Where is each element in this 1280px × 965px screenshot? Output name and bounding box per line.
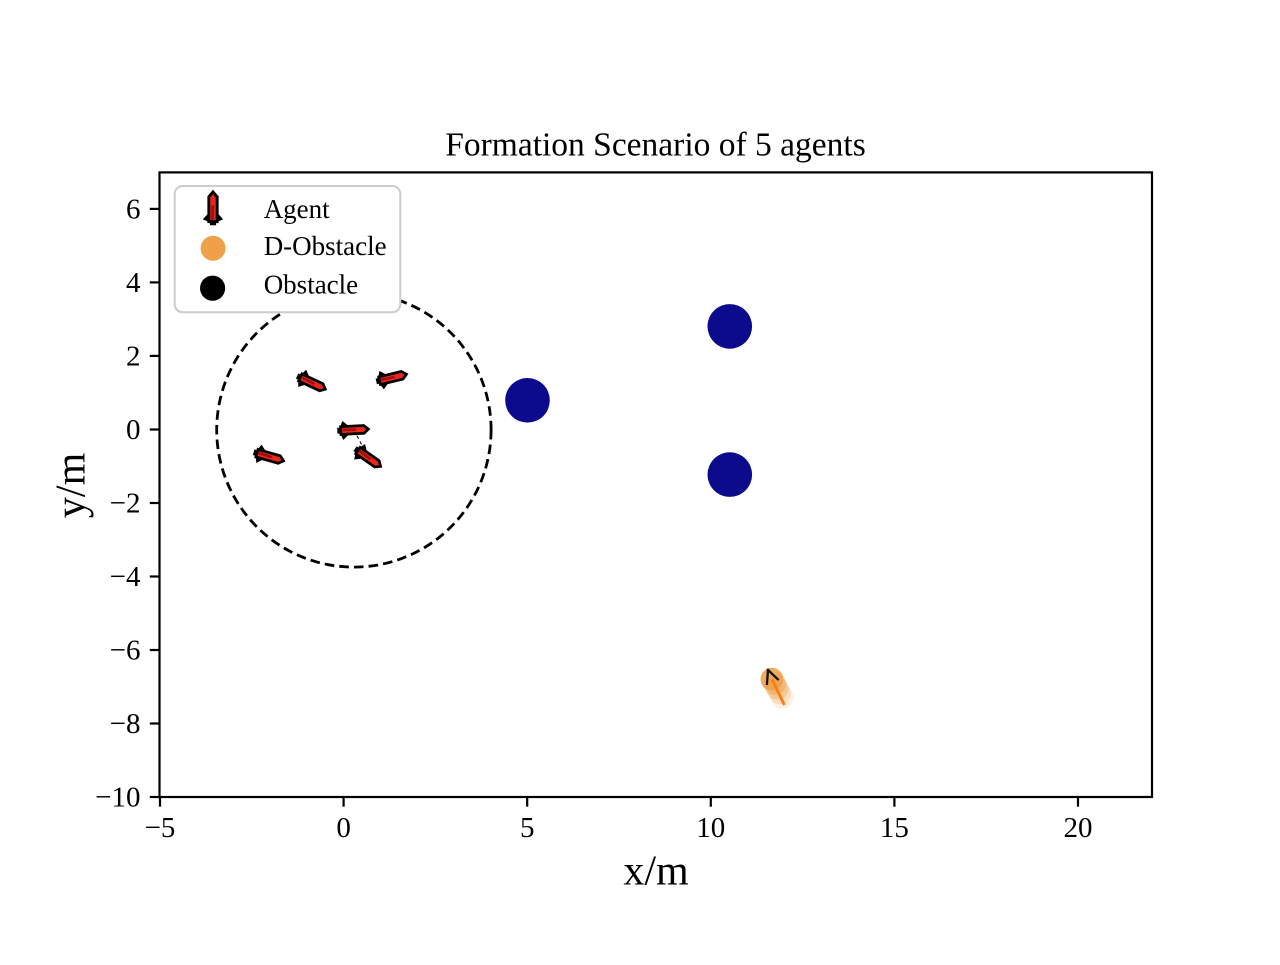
svg-text:Formation Scenario of 5 agents: Formation Scenario of 5 agents xyxy=(445,127,866,164)
svg-text:−5: −5 xyxy=(145,812,176,844)
svg-text:6: 6 xyxy=(126,194,141,226)
svg-text:−10: −10 xyxy=(95,782,140,814)
svg-text:y/m: y/m xyxy=(49,452,95,518)
svg-text:0: 0 xyxy=(126,414,141,446)
svg-text:Obstacle: Obstacle xyxy=(264,270,358,300)
svg-text:−4: −4 xyxy=(110,561,141,593)
svg-text:15: 15 xyxy=(880,812,909,844)
svg-text:Agent: Agent xyxy=(264,194,330,224)
svg-text:0: 0 xyxy=(336,812,351,844)
svg-text:−8: −8 xyxy=(110,708,141,740)
svg-text:−6: −6 xyxy=(110,635,141,667)
svg-text:x/m: x/m xyxy=(623,848,689,894)
svg-text:10: 10 xyxy=(696,812,725,844)
svg-text:2: 2 xyxy=(126,341,141,373)
svg-text:5: 5 xyxy=(520,812,535,844)
svg-text:−2: −2 xyxy=(110,488,141,520)
svg-text:D-Obstacle: D-Obstacle xyxy=(264,231,387,261)
svg-text:4: 4 xyxy=(126,267,141,299)
svg-text:20: 20 xyxy=(1064,812,1093,844)
